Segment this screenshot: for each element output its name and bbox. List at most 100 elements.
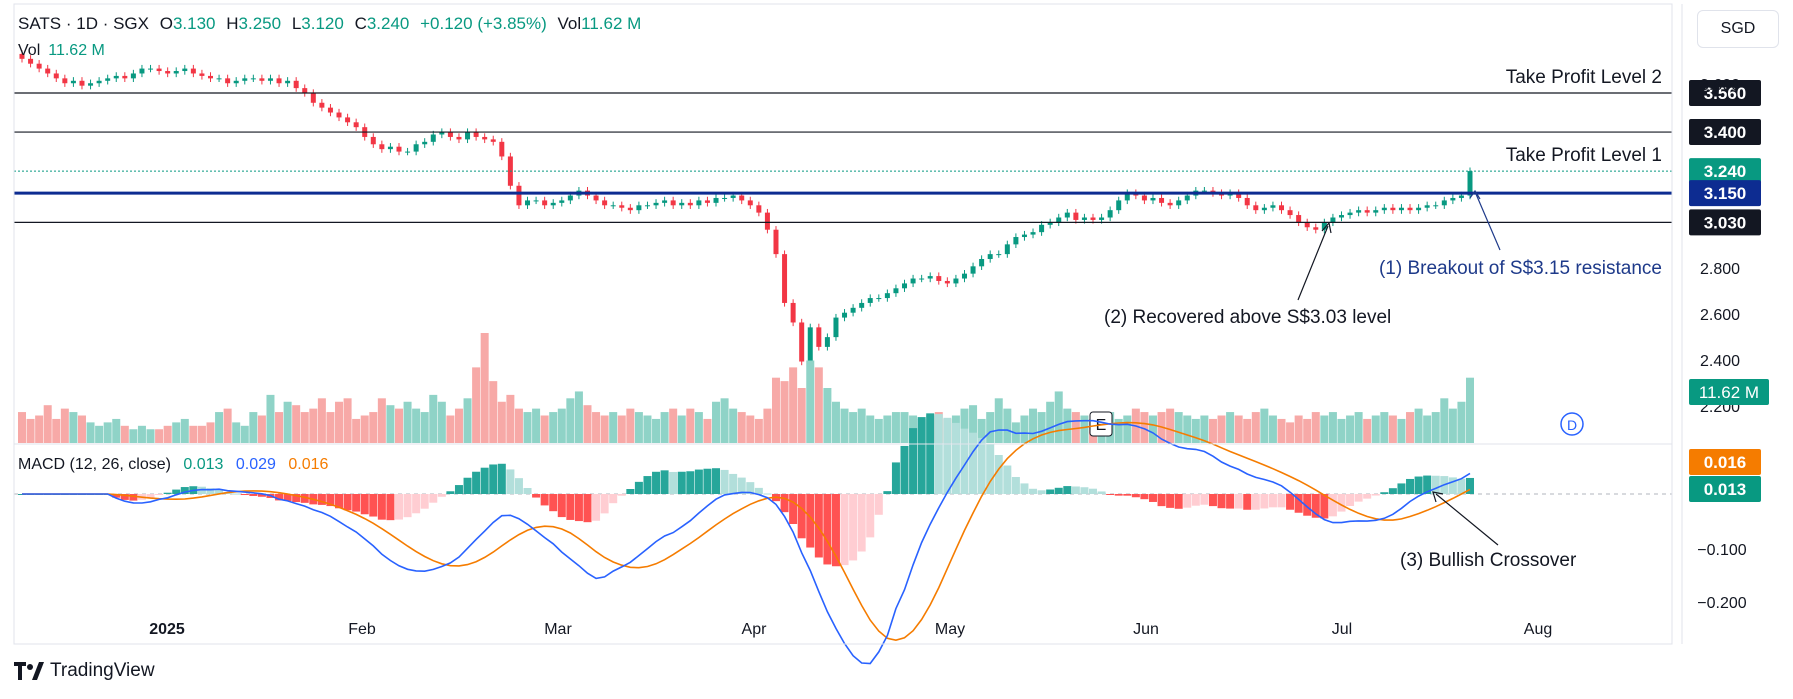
candle[interactable] <box>1261 204 1267 214</box>
dividend-marker[interactable]: D <box>1560 412 1584 436</box>
candle[interactable] <box>936 272 942 285</box>
candle[interactable] <box>19 50 25 63</box>
candle[interactable] <box>1321 218 1327 234</box>
candle[interactable] <box>250 74 256 83</box>
candle[interactable] <box>207 72 213 83</box>
candle[interactable] <box>1450 194 1456 205</box>
macd-pane[interactable]: (3) Bullish Crossover <box>14 413 1672 665</box>
candle[interactable] <box>704 196 710 207</box>
candle[interactable] <box>285 77 291 87</box>
candle[interactable] <box>1270 201 1276 212</box>
candle[interactable] <box>259 74 265 85</box>
candle[interactable] <box>799 318 805 366</box>
candle[interactable] <box>122 72 128 83</box>
candle[interactable] <box>105 74 111 85</box>
candle[interactable] <box>1236 189 1242 202</box>
candle[interactable] <box>679 199 685 209</box>
candle[interactable] <box>1416 204 1422 214</box>
candle[interactable] <box>1424 201 1430 212</box>
candle[interactable] <box>619 201 625 212</box>
candle[interactable] <box>447 128 453 141</box>
candle[interactable] <box>1373 206 1379 217</box>
candle[interactable] <box>859 299 865 312</box>
candle[interactable] <box>910 274 916 288</box>
candle[interactable] <box>225 74 231 87</box>
candle[interactable] <box>473 128 479 141</box>
candle[interactable] <box>987 250 993 263</box>
candle[interactable] <box>1407 204 1413 214</box>
candle[interactable] <box>559 196 565 207</box>
candle[interactable] <box>764 208 770 234</box>
candle[interactable] <box>62 74 68 87</box>
candle[interactable] <box>482 133 488 144</box>
candle[interactable] <box>979 255 985 270</box>
candle[interactable] <box>1338 211 1344 222</box>
candle[interactable] <box>148 64 154 73</box>
candle[interactable] <box>919 274 925 283</box>
macd-legend[interactable]: MACD (12, 26, close) 0.013 0.029 0.016 <box>18 456 328 474</box>
candle[interactable] <box>944 277 950 288</box>
candle[interactable] <box>970 262 976 278</box>
candle[interactable] <box>1364 206 1370 217</box>
candle[interactable] <box>242 74 248 85</box>
candle[interactable] <box>345 113 351 126</box>
candle[interactable] <box>893 284 899 297</box>
candle[interactable] <box>413 140 419 156</box>
candle[interactable] <box>405 147 411 156</box>
candle[interactable] <box>422 138 428 148</box>
candle[interactable] <box>1279 201 1285 214</box>
tradingview-logo[interactable]: TradingView <box>14 660 155 682</box>
candle[interactable] <box>190 64 196 78</box>
candle[interactable] <box>807 323 813 366</box>
candle[interactable] <box>379 140 385 153</box>
price-pane[interactable]: Take Profit Level 2 Take Profit Level 1 (1… <box>14 50 1672 443</box>
candle[interactable] <box>28 55 34 68</box>
candle[interactable] <box>816 323 822 351</box>
candle[interactable] <box>850 304 856 317</box>
candle[interactable] <box>490 135 496 146</box>
candle[interactable] <box>1021 230 1027 241</box>
candle[interactable] <box>1330 213 1336 227</box>
candle[interactable] <box>199 69 205 80</box>
candle[interactable] <box>1253 201 1259 214</box>
candle[interactable] <box>525 196 531 209</box>
candle[interactable] <box>542 196 548 209</box>
candle[interactable] <box>310 89 316 107</box>
candle[interactable] <box>884 289 890 302</box>
candle[interactable] <box>627 204 633 214</box>
candle[interactable] <box>927 272 933 283</box>
candle[interactable] <box>1347 208 1353 219</box>
candle[interactable] <box>1390 204 1396 214</box>
candle[interactable] <box>293 77 299 92</box>
candle[interactable] <box>773 226 779 258</box>
candle[interactable] <box>1167 199 1173 209</box>
candle[interactable] <box>36 60 42 73</box>
candle[interactable] <box>113 72 119 83</box>
candle[interactable] <box>747 196 753 209</box>
candle[interactable] <box>173 67 179 78</box>
candle[interactable] <box>465 128 471 144</box>
candle[interactable] <box>833 313 839 341</box>
candle[interactable] <box>96 77 102 87</box>
candle[interactable] <box>1064 208 1070 222</box>
candle[interactable] <box>996 250 1002 258</box>
candle[interactable] <box>156 64 162 75</box>
candle[interactable] <box>867 294 873 307</box>
candle[interactable] <box>1287 206 1293 219</box>
candle[interactable] <box>1304 218 1310 231</box>
candle[interactable] <box>516 182 522 209</box>
candle[interactable] <box>1004 240 1010 258</box>
candle[interactable] <box>1381 204 1387 214</box>
candle[interactable] <box>302 84 308 97</box>
candle[interactable] <box>824 333 830 351</box>
candle[interactable] <box>387 143 393 153</box>
candle[interactable] <box>1073 208 1079 224</box>
candle[interactable] <box>1176 196 1182 209</box>
candle[interactable] <box>182 64 188 75</box>
candle[interactable] <box>370 133 376 148</box>
candle[interactable] <box>130 69 136 83</box>
candle[interactable] <box>1398 204 1404 214</box>
macd-line[interactable] <box>22 419 1471 665</box>
candle[interactable] <box>1107 206 1113 222</box>
candle[interactable] <box>233 77 239 87</box>
